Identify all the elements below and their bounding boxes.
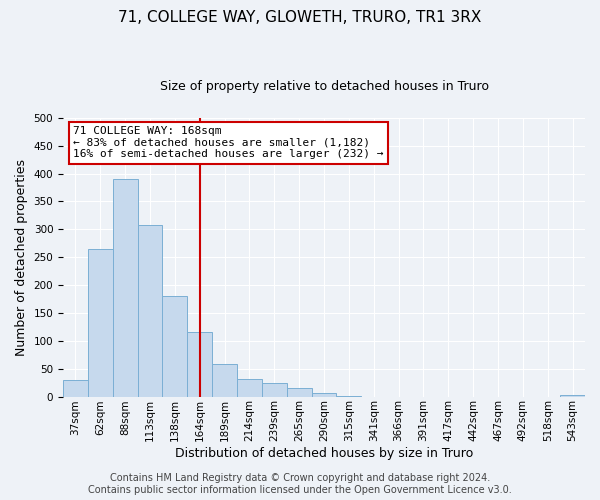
- Bar: [262, 382, 287, 396]
- Bar: [113, 179, 137, 396]
- Bar: [137, 225, 163, 396]
- Bar: [237, 378, 262, 396]
- Bar: [163, 296, 187, 396]
- Text: Contains HM Land Registry data © Crown copyright and database right 2024.
Contai: Contains HM Land Registry data © Crown c…: [88, 474, 512, 495]
- Bar: [287, 388, 311, 396]
- X-axis label: Distribution of detached houses by size in Truro: Distribution of detached houses by size …: [175, 447, 473, 460]
- Title: Size of property relative to detached houses in Truro: Size of property relative to detached ho…: [160, 80, 488, 93]
- Text: 71 COLLEGE WAY: 168sqm
← 83% of detached houses are smaller (1,182)
16% of semi-: 71 COLLEGE WAY: 168sqm ← 83% of detached…: [73, 126, 384, 160]
- Bar: [88, 249, 113, 396]
- Bar: [212, 364, 237, 396]
- Bar: [187, 332, 212, 396]
- Bar: [63, 380, 88, 396]
- Bar: [311, 392, 337, 396]
- Text: 71, COLLEGE WAY, GLOWETH, TRURO, TR1 3RX: 71, COLLEGE WAY, GLOWETH, TRURO, TR1 3RX: [118, 10, 482, 25]
- Y-axis label: Number of detached properties: Number of detached properties: [15, 158, 28, 356]
